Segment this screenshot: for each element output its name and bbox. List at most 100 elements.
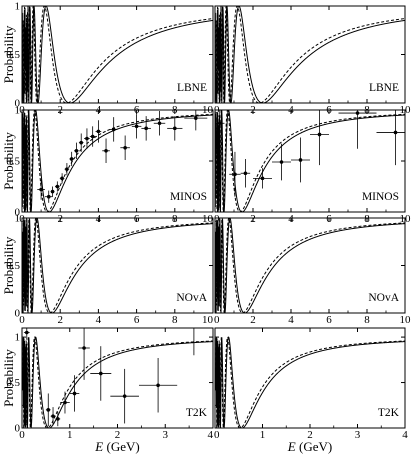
- data-point: [310, 110, 329, 166]
- experiment-label: LBNE: [177, 82, 207, 94]
- data-point: [141, 116, 151, 141]
- data-marker: [111, 127, 116, 132]
- x-tick-label: 2: [307, 429, 313, 441]
- data-point: [69, 375, 80, 412]
- data-marker: [173, 126, 177, 131]
- y-tick-label: 1: [15, 105, 21, 117]
- y-tick-label: 0.5: [6, 260, 20, 272]
- x-axis-title: E (GeV): [94, 439, 139, 454]
- data-point: [253, 168, 272, 189]
- data-marker: [55, 184, 60, 189]
- model-curve-solid-t2k: [22, 336, 213, 428]
- model-curve-dashed-nova: [215, 218, 405, 313]
- x-tick-label: 3: [163, 429, 169, 441]
- data-point: [109, 117, 118, 142]
- data-point: [89, 126, 96, 147]
- data-marker: [79, 140, 84, 145]
- x-tick-label: 10: [202, 314, 214, 326]
- y-axis-title: Probability: [1, 236, 16, 294]
- x-tick-label: 1: [260, 429, 266, 441]
- x-tick-label: 2: [115, 429, 121, 441]
- x-tick-label: 0: [214, 429, 220, 441]
- data-marker: [192, 322, 196, 326]
- y-tick-label: 0: [15, 308, 21, 320]
- model-curve-dashed-nova: [22, 218, 213, 313]
- x-tick-label: 4: [208, 429, 214, 441]
- data-marker: [217, 121, 222, 126]
- y-axis-title: Probability: [1, 132, 16, 190]
- data-marker: [63, 400, 67, 405]
- data-marker: [122, 394, 127, 398]
- data-marker: [50, 189, 55, 194]
- model-curve-solid-nova: [215, 218, 405, 313]
- data-point: [215, 110, 225, 142]
- data-point: [138, 358, 178, 413]
- x-tick-label: 4: [96, 314, 102, 326]
- x-tick-label: 4: [402, 429, 408, 441]
- data-marker: [243, 171, 248, 176]
- data-marker: [279, 160, 284, 164]
- data-point: [184, 110, 208, 131]
- data-marker: [260, 176, 265, 181]
- data-marker: [46, 408, 51, 412]
- data-marker: [194, 116, 198, 120]
- experiment-label: T2K: [378, 407, 400, 419]
- data-marker: [46, 194, 51, 199]
- y-tick-label: 1: [15, 1, 21, 13]
- x-axis-title: E (GeV): [287, 439, 332, 454]
- x-tick-label: 1: [67, 429, 73, 441]
- data-marker: [123, 145, 127, 150]
- data-point: [55, 411, 61, 427]
- x-tick-label: 8: [364, 314, 370, 326]
- x-tick-label: 4: [288, 314, 294, 326]
- data-point: [153, 111, 166, 136]
- x-tick-label: 0: [214, 213, 220, 225]
- data-point: [50, 186, 55, 197]
- data-marker: [156, 383, 160, 388]
- data-marker: [233, 172, 237, 177]
- data-marker: [82, 346, 86, 350]
- data-marker: [317, 132, 322, 137]
- x-tick-label: 10: [400, 314, 412, 326]
- data-point: [95, 120, 102, 143]
- x-tick-label: 0: [19, 429, 25, 441]
- data-marker: [69, 157, 74, 161]
- data-point: [229, 151, 241, 197]
- model-curve-solid-nova: [22, 218, 213, 313]
- y-tick-label: 0: [15, 423, 21, 435]
- data-marker: [96, 129, 101, 134]
- experiment-label: LBNE: [369, 82, 399, 94]
- data-marker: [65, 167, 69, 171]
- experiment-label: NOvA: [176, 292, 207, 304]
- data-marker: [74, 149, 79, 153]
- model-curve-solid-t2k: [215, 336, 405, 428]
- data-marker: [60, 176, 64, 181]
- x-tick-label: 6: [326, 314, 332, 326]
- x-tick-label: 0: [214, 314, 220, 326]
- data-point: [240, 158, 251, 188]
- data-point: [74, 142, 79, 159]
- y-tick-label: 0: [15, 98, 21, 110]
- data-point: [102, 138, 110, 164]
- y-tick-label: 1: [15, 332, 21, 344]
- experiment-label: NOvA: [368, 292, 399, 304]
- data-point: [45, 393, 51, 427]
- model-curve-dashed-t2k: [215, 336, 405, 428]
- data-marker: [90, 134, 95, 139]
- x-tick-label: 8: [172, 314, 178, 326]
- model-curve-solid-minos: [215, 110, 405, 212]
- data-marker: [104, 149, 108, 153]
- y-tick-label: 0: [15, 207, 21, 219]
- data-point: [23, 328, 30, 340]
- data-marker: [298, 158, 303, 162]
- experiment-label: MINOS: [362, 191, 399, 203]
- x-axis-symbol: E: [287, 439, 296, 454]
- model-curve-dashed-t2k: [22, 336, 213, 428]
- data-marker: [98, 371, 103, 376]
- data-point: [338, 110, 377, 149]
- x-axis-symbol: E: [94, 439, 103, 454]
- data-marker: [157, 121, 162, 126]
- data-marker: [134, 124, 139, 129]
- x-axis-unit: (GeV): [103, 439, 139, 454]
- data-marker: [56, 417, 60, 421]
